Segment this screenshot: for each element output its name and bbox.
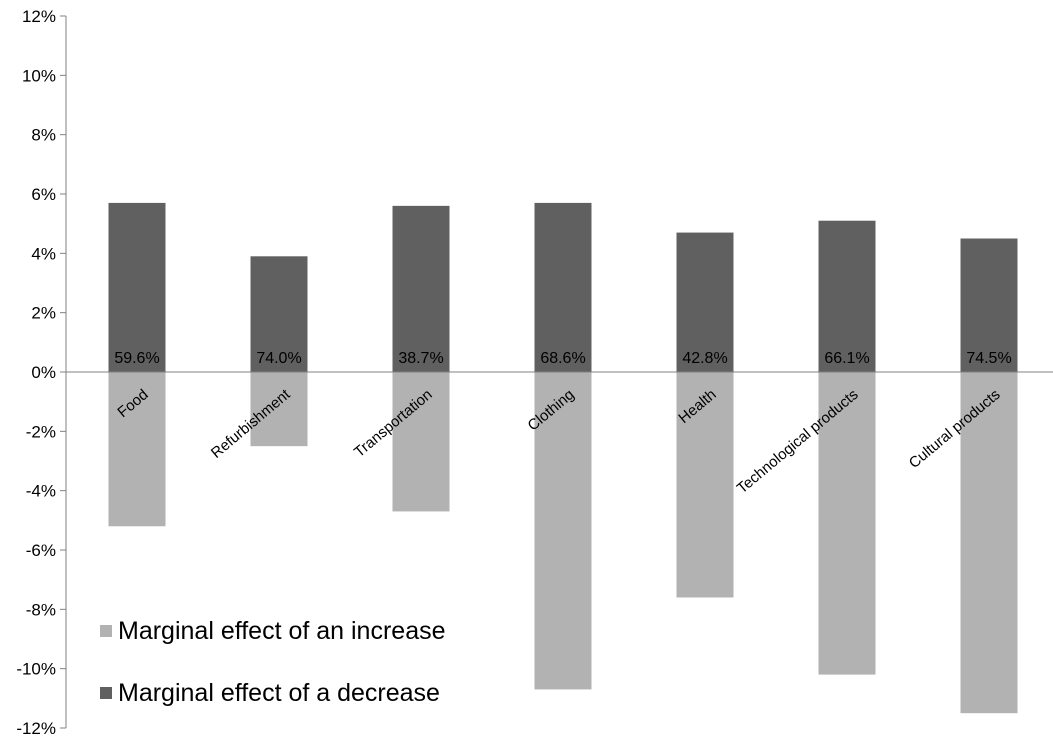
y-tick-label: -8% — [26, 600, 56, 619]
legend-item-decrease: Marginal effect of a decrease — [100, 676, 446, 710]
bar-increase-0 — [108, 372, 166, 527]
legend: Marginal effect of an increase Marginal … — [100, 614, 446, 738]
data-label: 59.6% — [114, 350, 159, 367]
y-tick-label: 0% — [31, 363, 56, 382]
axes-layer — [60, 15, 1053, 729]
data-label: 42.8% — [682, 350, 727, 367]
bar-increase-4 — [676, 372, 734, 598]
y-tick-label: -6% — [26, 541, 56, 560]
bar-increase-6 — [960, 372, 1018, 714]
data-label: 74.0% — [256, 350, 301, 367]
bar-decrease-1 — [250, 256, 308, 372]
data-label: 38.7% — [398, 350, 443, 367]
y-tick-label: 4% — [31, 244, 56, 263]
y-tick-label: -10% — [16, 660, 56, 679]
data-label: 68.6% — [540, 350, 585, 367]
legend-swatch-decrease — [100, 687, 112, 699]
legend-label-decrease: Marginal effect of a decrease — [118, 678, 440, 707]
bar-decrease-3 — [534, 202, 592, 372]
y-tick-label: 2% — [31, 304, 56, 323]
y-tick-label: -4% — [26, 482, 56, 501]
data-label: 66.1% — [824, 350, 869, 367]
bar-decrease-0 — [108, 202, 166, 372]
bar-increase-5 — [818, 372, 876, 675]
y-tick-label: 8% — [31, 126, 56, 145]
bar-increase-3 — [534, 372, 592, 690]
y-tick-label: 12% — [22, 7, 56, 26]
y-tick-label: -2% — [26, 422, 56, 441]
bar-decrease-2 — [392, 205, 450, 372]
bar-increase-1 — [250, 372, 308, 447]
data-label: 74.5% — [966, 350, 1011, 367]
bars-layer — [108, 202, 1018, 714]
bar-decrease-6 — [960, 238, 1018, 372]
y-tick-label: 6% — [31, 185, 56, 204]
y-tick-label: -12% — [16, 719, 56, 738]
legend-label-increase: Marginal effect of an increase — [118, 616, 446, 645]
y-tick-label: 10% — [22, 66, 56, 85]
legend-item-increase: Marginal effect of an increase — [100, 614, 446, 648]
bar-decrease-4 — [676, 232, 734, 372]
legend-swatch-increase — [100, 625, 112, 637]
bar-decrease-5 — [818, 220, 876, 372]
bar-increase-2 — [392, 372, 450, 512]
